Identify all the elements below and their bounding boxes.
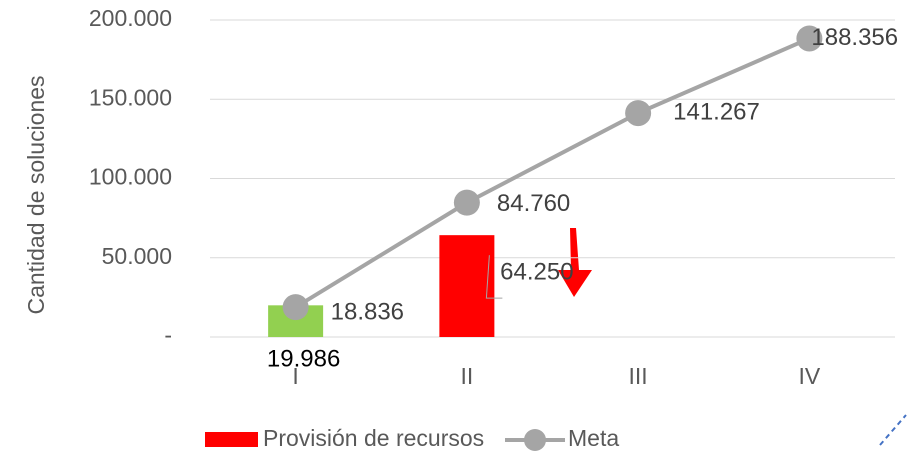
x-tick-label: III [629,363,648,389]
line [294,36,811,309]
marker [625,100,652,127]
y-axis-label: Cantidad de soluciones [23,75,49,314]
marker [453,189,480,216]
decoration [879,414,907,446]
legend-label: Meta [568,425,619,451]
bar [439,235,495,337]
y-tick-label: - [164,322,172,348]
x-tick-label: II [460,363,473,389]
data-label: 19.986 [267,345,340,372]
marker [796,25,823,52]
x-tick-label: IV [799,363,821,389]
annotation-arrow [558,228,592,297]
leader-line [485,255,503,299]
legend-swatch [205,432,258,447]
y-tick-label: 150.000 [89,84,172,110]
x-tick-label: I [292,363,298,389]
y-tick-label: 50.000 [102,243,172,269]
data-label: 141.267 [673,98,760,125]
data-label: 84.760 [497,190,570,217]
y-tick-label: 200.000 [89,5,172,31]
marker [282,294,309,321]
data-label: 188.356 [811,24,898,51]
legend-label: Provisión de recursos [263,425,484,451]
data-label: 64.250 [500,259,573,286]
legend-swatch [524,429,546,451]
y-tick-label: 100.000 [89,164,172,190]
data-label: 18.836 [331,298,404,325]
